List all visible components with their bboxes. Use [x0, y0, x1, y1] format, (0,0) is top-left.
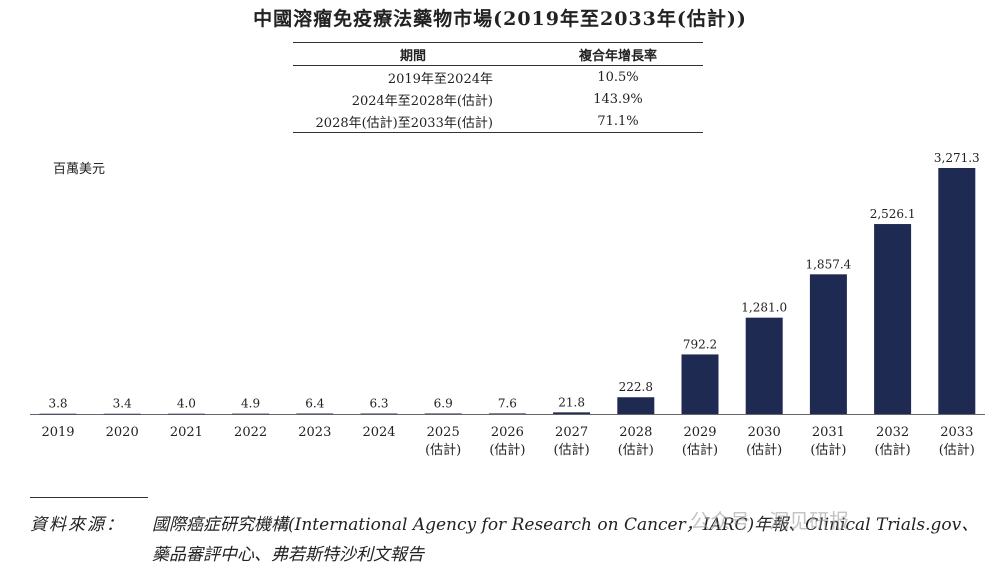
bar-2031 — [809, 274, 847, 414]
data-label: 6.9 — [434, 396, 453, 410]
x-tick-label: 2019 — [41, 425, 74, 440]
cagr-rate: 10.5% — [597, 69, 639, 85]
x-tick-note: (估計) — [618, 442, 654, 458]
bar-2033 — [938, 168, 976, 414]
cagr-period: 2024年至2028年(估計) — [351, 93, 493, 109]
data-label: 2,526.1 — [870, 207, 916, 221]
bar-2030 — [745, 317, 783, 414]
data-label: 792.2 — [683, 337, 717, 351]
data-label: 4.0 — [177, 397, 196, 411]
x-tick-note: (估計) — [810, 442, 846, 458]
source-line-1: 國際癌症研究機構(International Agency for Resear… — [152, 515, 979, 535]
x-tick-label: 2024 — [362, 425, 395, 440]
data-label: 1,857.4 — [805, 257, 851, 271]
bar-2021 — [167, 413, 205, 415]
x-tick-label: 2032 — [876, 425, 909, 440]
x-tick-note: (估計) — [489, 442, 525, 458]
data-label: 222.8 — [619, 380, 653, 394]
data-label: 6.4 — [305, 397, 324, 411]
x-tick-label: 2030 — [748, 425, 781, 440]
table-row: 2019年至2024年 10.5% — [293, 66, 703, 89]
bar-2020 — [103, 413, 141, 415]
cagr-header-rate: 複合年增長率 — [533, 42, 703, 66]
bar-2022 — [232, 413, 270, 415]
bar-2023 — [296, 413, 334, 415]
x-tick-note: (估計) — [875, 442, 911, 458]
x-tick-label: 2033 — [940, 425, 973, 440]
source-label: 資料來源： — [30, 515, 125, 535]
cagr-period: 2028年(估計)至2033年(估計) — [293, 110, 533, 133]
x-tick-label: 2031 — [812, 425, 845, 440]
cagr-rate: 71.1% — [533, 110, 703, 133]
table-row: 2028年(估計)至2033年(估計) 71.1% — [293, 110, 703, 133]
data-label: 4.9 — [241, 397, 260, 411]
source-divider — [30, 497, 148, 498]
cagr-header-row: 期間 複合年增長率 — [293, 42, 703, 66]
x-tick-label: 2021 — [170, 425, 203, 440]
data-label: 7.6 — [498, 396, 517, 410]
cagr-header-period: 期間 — [293, 42, 533, 66]
chart-title: 中國溶瘤免疫療法藥物市場(2019年至2033年(估計)) — [253, 8, 747, 30]
x-tick-label: 2020 — [106, 425, 139, 440]
data-label: 3.4 — [113, 397, 132, 411]
bar-2026 — [488, 413, 526, 415]
x-tick-label: 2026 — [491, 425, 524, 440]
bar-2029 — [681, 354, 719, 414]
x-tick-note: (估計) — [746, 442, 782, 458]
watermark: 公众号 · 洞见研报 — [690, 509, 850, 533]
bar-2024 — [360, 413, 398, 415]
data-label: 3,271.3 — [934, 151, 980, 165]
x-tick-label: 2025 — [427, 425, 460, 440]
x-tick-note: (估計) — [939, 442, 975, 458]
x-tick-label: 2027 — [555, 425, 588, 440]
bar-2019 — [39, 413, 77, 415]
cagr-rate: 143.9% — [593, 91, 643, 107]
x-tick-label: 2029 — [683, 425, 716, 440]
source-line-2: 藥品審評中心、弗若斯特沙利文報告 — [152, 545, 424, 565]
x-tick-note: (估計) — [425, 442, 461, 458]
cagr-table: 期間 複合年增長率 2019年至2024年 10.5% 2024年至2028年(… — [293, 42, 703, 133]
bar-2032 — [874, 224, 912, 414]
x-tick-note: (估計) — [554, 442, 590, 458]
data-label: 3.8 — [48, 397, 67, 411]
x-tick-label: 2022 — [234, 425, 267, 440]
data-label: 21.8 — [558, 395, 585, 409]
data-label: 6.3 — [369, 397, 388, 411]
bar-2027 — [553, 412, 591, 414]
cagr-period: 2019年至2024年 — [387, 71, 493, 87]
bar-2028 — [617, 397, 655, 414]
x-tick-label: 2023 — [298, 425, 331, 440]
data-label: 1,281.0 — [741, 301, 787, 315]
bar-2025 — [424, 413, 462, 415]
y-axis-unit-label: 百萬美元 — [53, 162, 106, 177]
x-tick-label: 2028 — [619, 425, 652, 440]
table-row: 2024年至2028年(估計) 143.9% — [293, 88, 703, 110]
x-tick-note: (估計) — [682, 442, 718, 458]
bar-chart: 3.8 2019 3.4 2020 4.0 2021 4.9 2022 6.4 2023 6.3 20… — [30, 151, 985, 458]
